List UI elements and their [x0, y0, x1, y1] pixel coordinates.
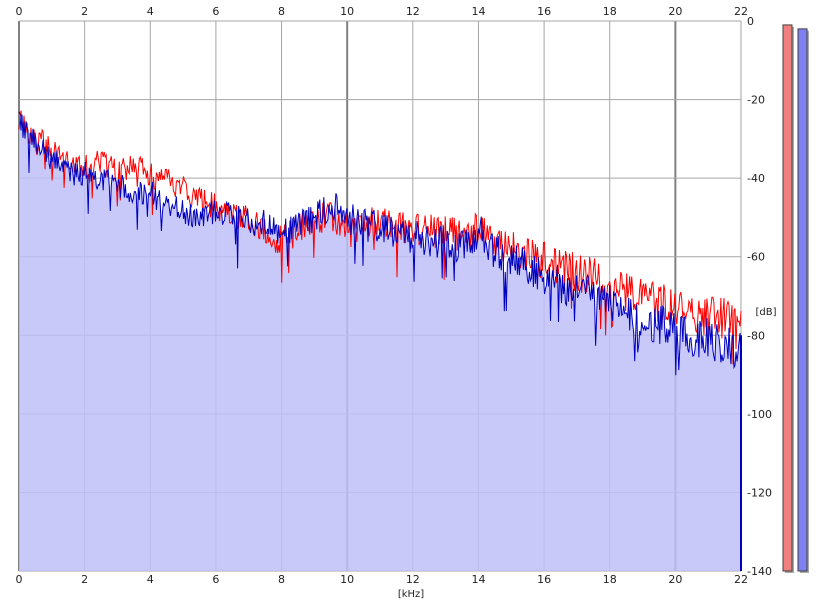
x-tick-label-top: 10 [340, 5, 354, 18]
series-layer [18, 110, 742, 571]
x-tick-label: 6 [212, 573, 219, 586]
x-axis-label: [kHz] [398, 589, 424, 600]
x-tick-label: 20 [668, 573, 682, 586]
y-tick-label: -100 [747, 408, 772, 421]
x-tick-label-top: 20 [668, 5, 682, 18]
spectrum-fill-layer [19, 111, 741, 571]
level-meter-left [782, 24, 793, 572]
y-tick-label: -80 [747, 329, 765, 342]
x-tick-label: 16 [537, 573, 551, 586]
level-meters [782, 24, 809, 574]
x-tick-label-top: 6 [212, 5, 219, 18]
y-tick-label: -140 [747, 565, 772, 578]
x-tick-label: 4 [147, 573, 154, 586]
y-tick-labels: 0 -20 -40 -60 -80 -100 -120 -140 [747, 15, 772, 578]
x-tick-label-top: 14 [471, 5, 485, 18]
x-tick-labels-bottom: 0 2 4 6 8 10 12 14 16 18 20 22 [16, 573, 749, 586]
level-meter-right [797, 28, 808, 572]
y-tick-label: -120 [747, 486, 772, 499]
series-line-right [18, 111, 742, 376]
x-tick-label: 12 [406, 573, 420, 586]
x-tick-labels-top: 0 2 4 6 8 10 12 14 16 18 20 22 [16, 5, 749, 18]
x-tick-label-top: 8 [278, 5, 285, 18]
y-tick-label: -20 [747, 94, 765, 107]
x-tick-label-top: 4 [147, 5, 154, 18]
x-tick-label-top: 18 [603, 5, 617, 18]
x-tick-label: 22 [734, 573, 748, 586]
x-tick-label-top: 16 [537, 5, 551, 18]
x-tick-label: 0 [16, 573, 23, 586]
x-tick-label: 2 [81, 573, 88, 586]
y-tick-label: -40 [747, 172, 765, 185]
x-tick-label: 10 [340, 573, 354, 586]
x-tick-label: 14 [471, 573, 485, 586]
spectrum-fill [19, 111, 741, 571]
x-tick-label: 18 [603, 573, 617, 586]
y-axis-label: [dB] [755, 307, 776, 318]
y-tick-label: -60 [747, 251, 765, 264]
x-tick-label: 8 [278, 573, 285, 586]
x-tick-label-top: 12 [406, 5, 420, 18]
y-tick-label: 0 [747, 15, 754, 28]
x-tick-label-top: 22 [734, 5, 748, 18]
x-tick-label-top: 0 [16, 5, 23, 18]
x-tick-label-top: 2 [81, 5, 88, 18]
